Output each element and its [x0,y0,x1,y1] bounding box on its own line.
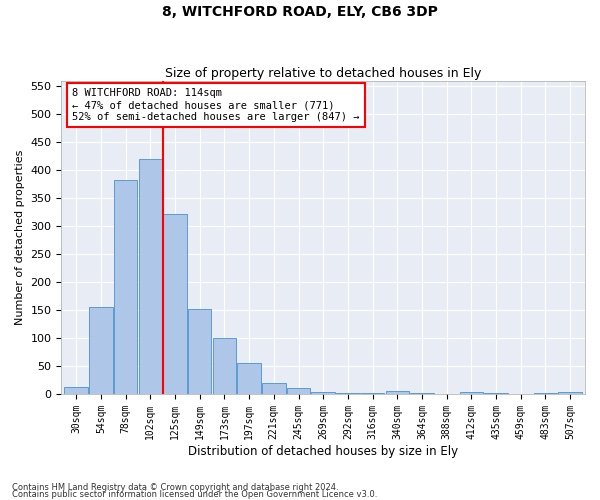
Text: Contains HM Land Registry data © Crown copyright and database right 2024.: Contains HM Land Registry data © Crown c… [12,484,338,492]
Bar [64,386,88,394]
Title: Size of property relative to detached houses in Ely: Size of property relative to detached ho… [165,66,481,80]
Bar [311,392,335,394]
Text: 8, WITCHFORD ROAD, ELY, CB6 3DP: 8, WITCHFORD ROAD, ELY, CB6 3DP [162,5,438,19]
Bar [287,388,310,394]
Bar [188,309,211,394]
Bar [386,391,409,394]
Bar [559,392,582,394]
Bar [336,393,359,394]
Bar [212,338,236,394]
Bar [163,214,187,394]
Bar [262,383,286,394]
Bar [89,308,113,394]
Bar [114,180,137,394]
Y-axis label: Number of detached properties: Number of detached properties [15,150,25,325]
Bar [139,159,162,394]
X-axis label: Distribution of detached houses by size in Ely: Distribution of detached houses by size … [188,444,458,458]
Bar [238,363,261,394]
Text: 8 WITCHFORD ROAD: 114sqm
← 47% of detached houses are smaller (771)
52% of semi-: 8 WITCHFORD ROAD: 114sqm ← 47% of detach… [72,88,359,122]
Bar [460,392,483,394]
Text: Contains public sector information licensed under the Open Government Licence v3: Contains public sector information licen… [12,490,377,499]
